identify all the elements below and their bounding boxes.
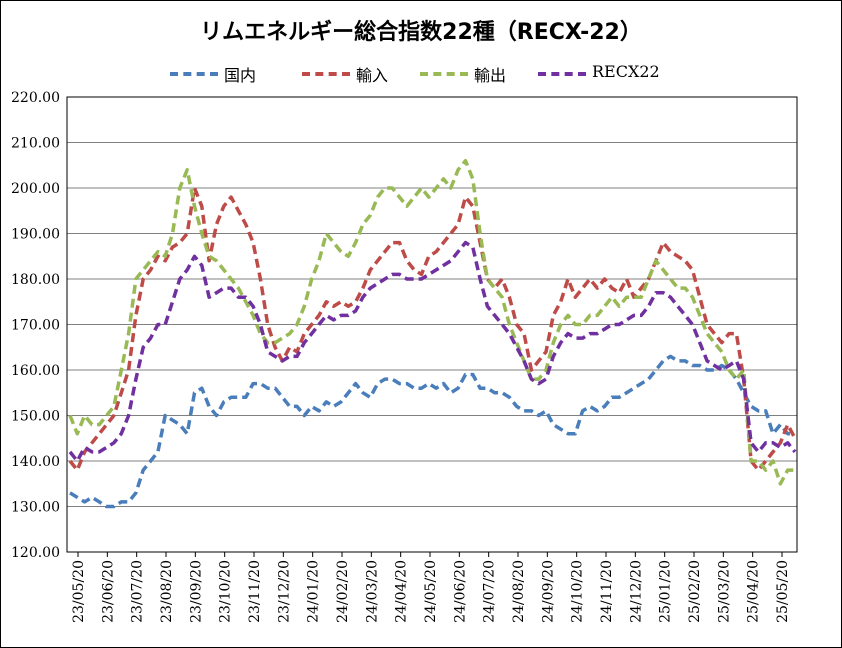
x-tick-label: 24/10/20 bbox=[570, 560, 586, 623]
x-tick-label: 23/05/20 bbox=[71, 560, 87, 623]
x-tick-label: 25/02/20 bbox=[687, 560, 703, 623]
series-line-0 bbox=[69, 354, 795, 509]
x-tick-label: 24/04/20 bbox=[394, 560, 410, 623]
plot-area-border bbox=[66, 96, 798, 553]
x-tick-label: 25/04/20 bbox=[746, 560, 762, 623]
x-tick-label: 23/06/20 bbox=[100, 560, 116, 623]
x-tick-label: 23/12/20 bbox=[276, 560, 292, 623]
legend-line-domestic bbox=[170, 72, 218, 76]
x-tick-label: 23/10/20 bbox=[218, 560, 234, 623]
x-tick-label: 23/07/20 bbox=[130, 560, 146, 623]
x-tick-label: 24/07/20 bbox=[482, 560, 498, 623]
y-tick-label: 130.00 bbox=[11, 500, 60, 516]
y-tick-label: 150.00 bbox=[11, 409, 60, 425]
legend-line-recx22 bbox=[538, 72, 586, 76]
y-tick-label: 210.00 bbox=[11, 136, 60, 152]
series-line-2 bbox=[68, 158, 795, 486]
chart-title: リムエネルギー総合指数22種（RECX-22） bbox=[200, 20, 642, 45]
legend: 国内 輸入 輸出 RECX22 bbox=[170, 62, 690, 85]
x-tick-label: 24/02/20 bbox=[335, 560, 351, 623]
x-tick-label: 24/03/20 bbox=[364, 560, 380, 623]
x-tick-label: 25/01/20 bbox=[658, 560, 674, 623]
legend-line-import bbox=[302, 72, 350, 76]
series-line-3 bbox=[68, 240, 797, 463]
x-axis-ticks: 23/05/20 23/06/20 23/07/20 23/08/20 23/09/20… bbox=[71, 552, 791, 623]
y-tick-label: 170.00 bbox=[11, 318, 60, 334]
series-line-1 bbox=[68, 186, 797, 472]
x-tick-label: 25/03/20 bbox=[716, 560, 732, 623]
legend-label-export: 輸出 bbox=[474, 66, 507, 85]
x-tick-label: 24/06/20 bbox=[452, 560, 468, 623]
y-tick-label: 120.00 bbox=[11, 545, 60, 561]
x-tick-label: 24/08/20 bbox=[511, 560, 527, 623]
x-tick-label: 23/08/20 bbox=[159, 560, 175, 623]
y-tick-label: 160.00 bbox=[11, 363, 60, 379]
y-tick-label: 140.00 bbox=[11, 454, 60, 470]
x-tick-label: 24/05/20 bbox=[423, 560, 439, 623]
x-tick-label: 23/11/20 bbox=[247, 560, 263, 623]
series-lines bbox=[68, 158, 797, 509]
x-tick-label: 24/01/20 bbox=[306, 560, 322, 623]
x-tick-label: 24/12/20 bbox=[628, 560, 644, 623]
legend-label-recx22: RECX22 bbox=[592, 62, 660, 81]
y-tick-label: 200.00 bbox=[11, 181, 60, 197]
y-tick-label: 220.00 bbox=[11, 90, 60, 106]
x-tick-label: 23/09/20 bbox=[188, 560, 204, 623]
legend-line-export bbox=[420, 72, 468, 76]
x-tick-label: 24/09/20 bbox=[540, 560, 556, 623]
x-tick-label: 25/05/20 bbox=[775, 560, 791, 623]
y-tick-label: 190.00 bbox=[11, 227, 60, 243]
grid bbox=[67, 96, 797, 553]
y-axis-ticks: 120.00 130.00 140.00 150.00 160.00 170.00 180.… bbox=[11, 90, 60, 561]
legend-label-import: 輸入 bbox=[356, 66, 389, 85]
x-tick-label: 24/11/20 bbox=[599, 560, 615, 623]
legend-label-domestic: 国内 bbox=[224, 66, 257, 85]
y-tick-label: 180.00 bbox=[11, 272, 60, 288]
